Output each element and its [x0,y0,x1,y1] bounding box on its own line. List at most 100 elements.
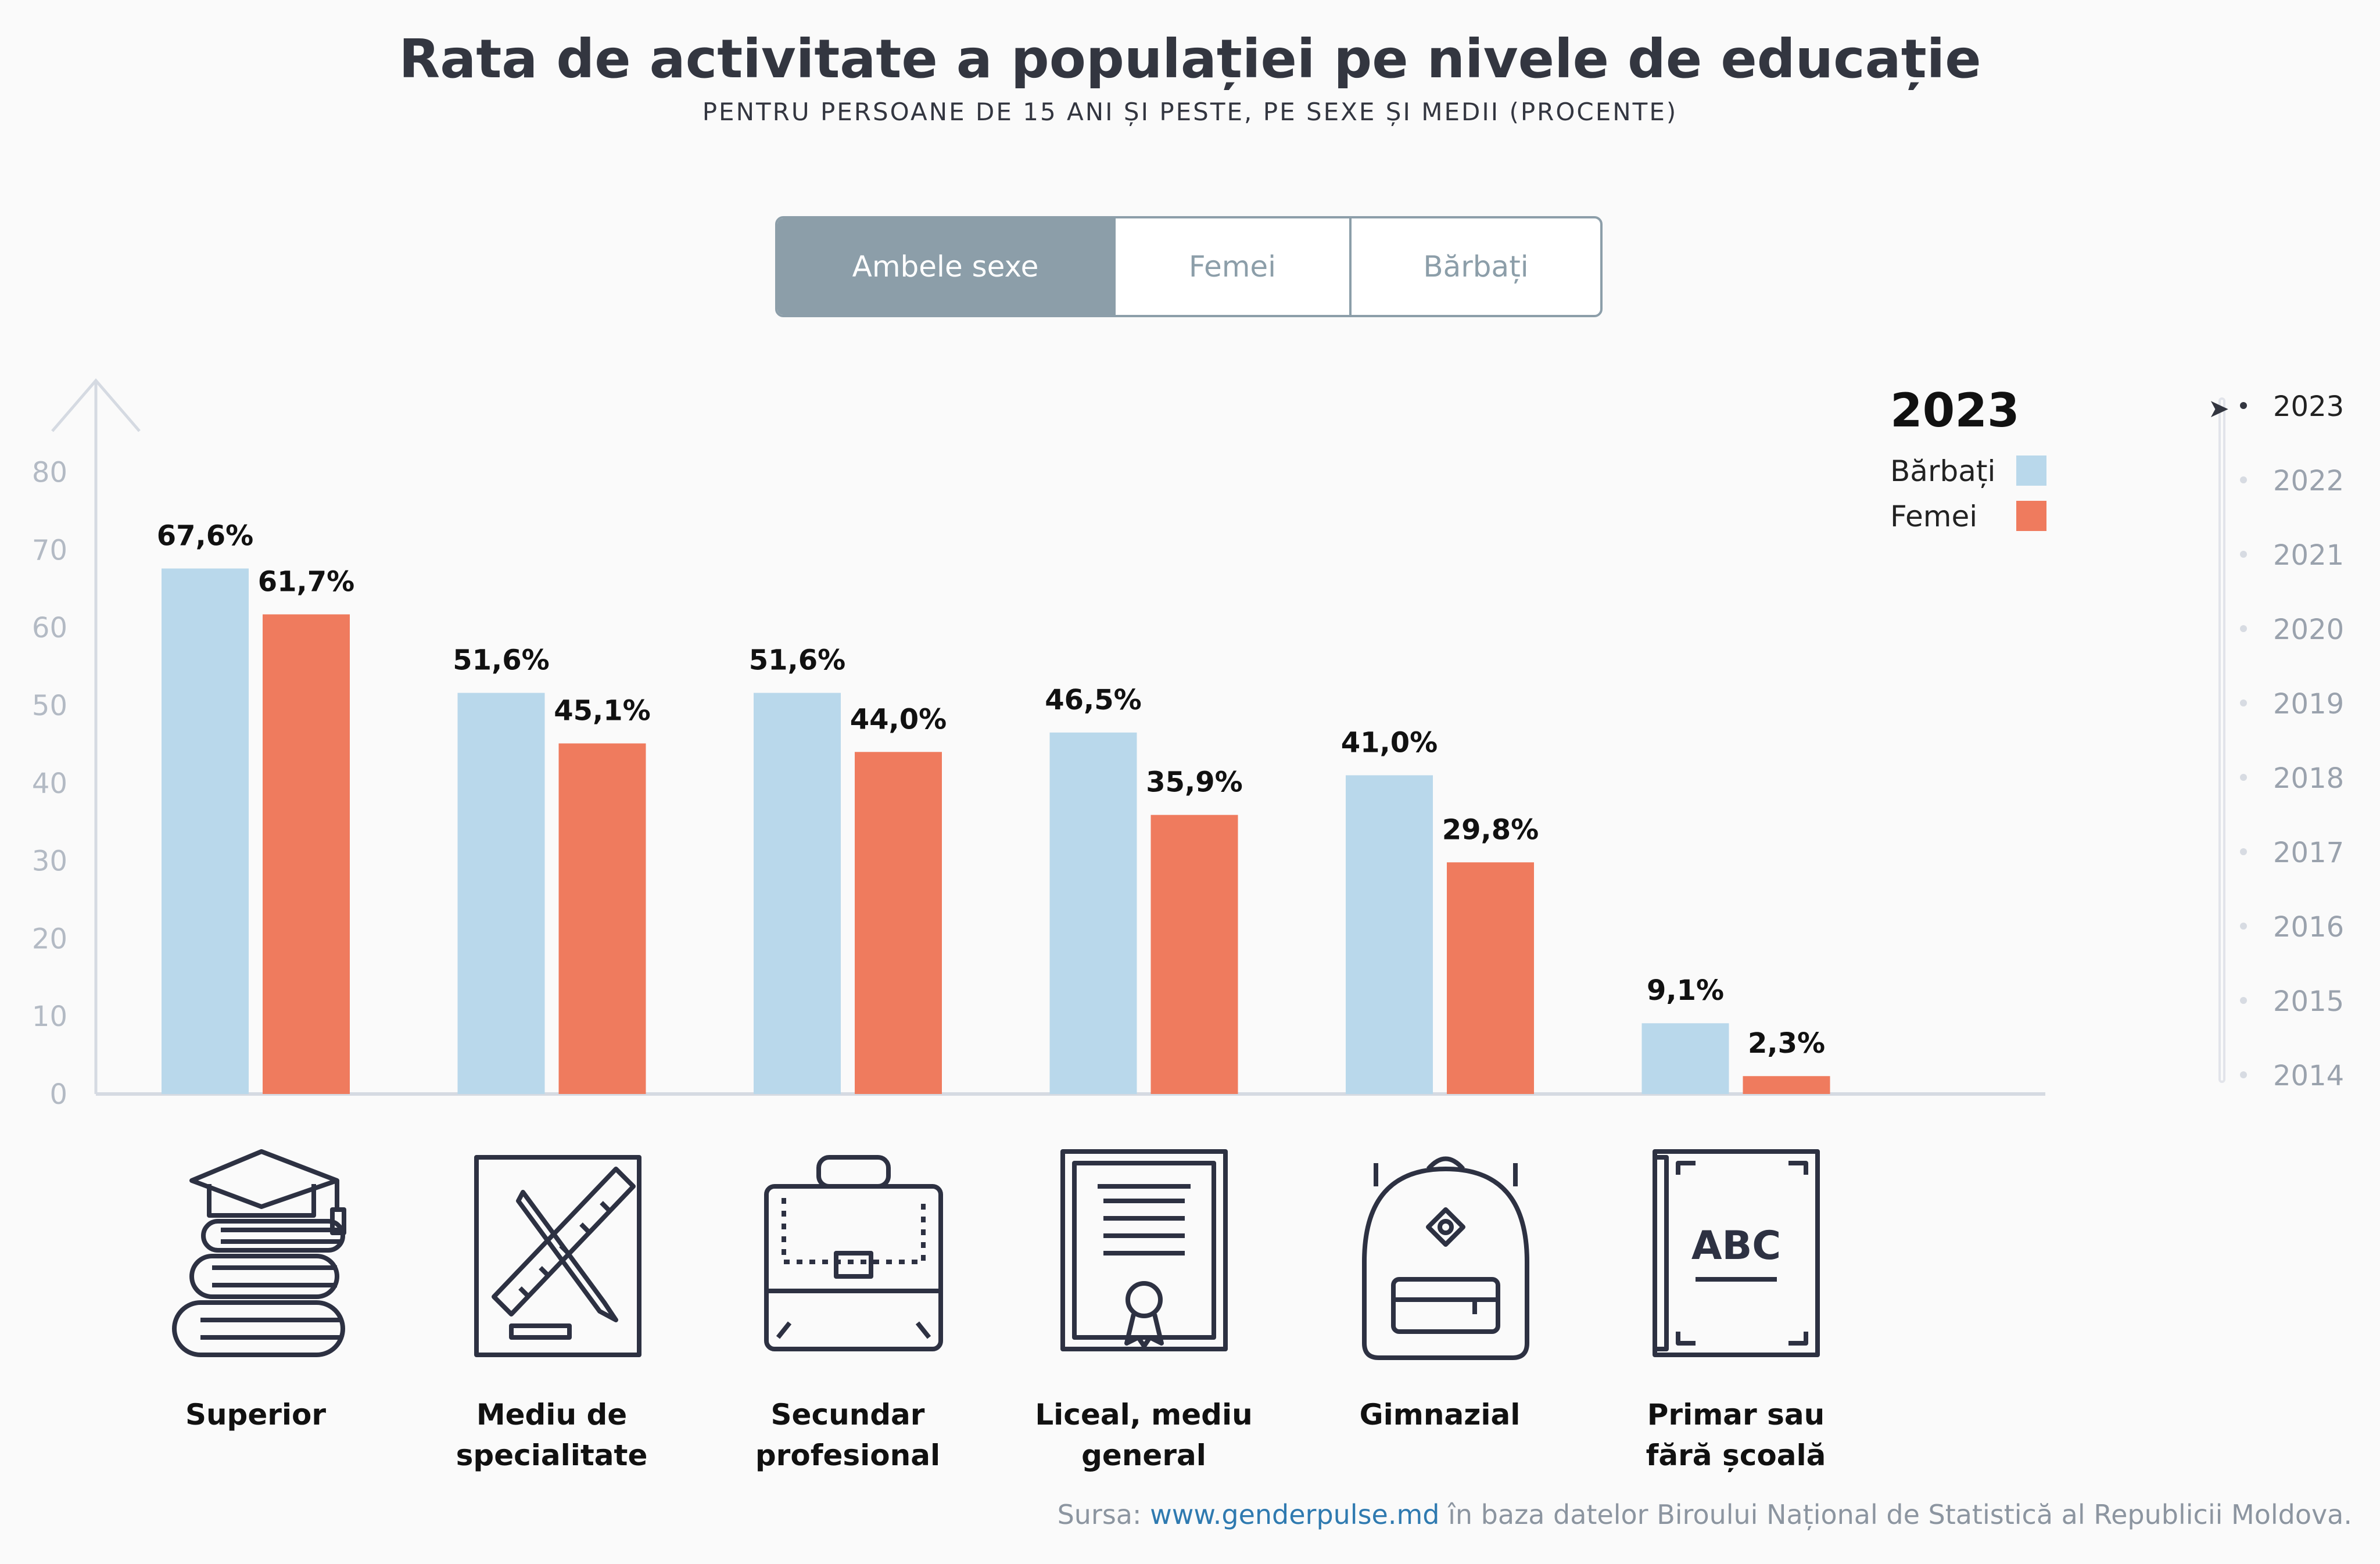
data-label: 61,7% [258,565,355,598]
category-label-line: Gimnazial [1359,1398,1521,1432]
data-label: 41,0% [1341,726,1438,759]
bar-barbati [162,568,249,1094]
chart-title: Rata de activitate a populației pe nivel… [399,28,1981,90]
backpack-icon [1353,1146,1539,1369]
category-label: Gimnazial [1324,1394,1556,1435]
timeline-dot [2240,848,2247,855]
category-label-line: specialitate [456,1439,648,1472]
category-label-line: Mediu de [476,1398,628,1432]
timeline-track [2218,397,2225,1083]
category-label: Liceal, mediu general [1028,1394,1260,1476]
category-label: Primar sau fără școală [1620,1394,1852,1476]
timeline-year-2014[interactable]: 2014 [2208,1057,2380,1092]
data-label: 51,6% [453,644,550,677]
source-note: Sursa: www.genderpulse.md în baza datelo… [1058,1499,2352,1530]
timeline-year-label: 2022 [2273,465,2345,497]
timeline-year-2018[interactable]: 2018 [2208,760,2380,795]
y-tick-label: 30 [32,845,67,878]
data-label: 45,1% [554,695,651,727]
timeline-year-2023[interactable]: 2023 ➤ [2208,388,2380,424]
bar-barbati [1346,775,1433,1094]
y-tick-label: 20 [32,923,67,955]
timeline-dot [2240,1071,2247,1078]
bar-chart: 0102030405060708067,6%61,7%51,6%45,1%51,… [32,378,2045,1111]
category-label: Secundar profesional [732,1394,964,1476]
bar-barbati [754,693,841,1094]
timeline-dot [2240,402,2247,409]
timeline-dot [2240,700,2247,706]
timeline-year-2020[interactable]: 2020 [2208,611,2380,646]
category-label: Mediu de specialitate [436,1394,668,1476]
timeline-dot [2240,625,2247,632]
source-link[interactable]: www.genderpulse.md [1150,1499,1440,1530]
y-tick-label: 80 [32,457,67,489]
bar-femei [263,614,350,1094]
timeline-year-label: 2019 [2273,688,2345,720]
timeline-year-label: 2014 [2273,1060,2345,1092]
timeline-year-2019[interactable]: 2019 [2208,686,2380,720]
timeline-year-2016[interactable]: 2016 [2208,909,2380,944]
bar-barbati [1049,732,1137,1094]
legend-year: 2023 [1890,383,2020,437]
category-label-line: profesional [755,1439,941,1472]
legend-label-barbati: Bărbați [1890,454,1996,488]
y-tick-label: 60 [32,612,67,644]
timeline-year-label: 2021 [2273,539,2345,572]
timeline-year-label: 2017 [2273,837,2345,869]
data-label: 67,6% [157,520,254,553]
timeline-year-label: 2023 [2273,390,2345,423]
bar-femei [855,752,942,1094]
bar-femei [1743,1076,1830,1094]
timeline-pointer-icon: ➤ [2208,394,2230,424]
data-label: 46,5% [1045,684,1142,716]
legend-swatch-femei [2016,501,2046,531]
category-label-line: fără școală [1646,1439,1826,1472]
tab-ambele-sexe[interactable]: Ambele sexe [777,218,1113,315]
bar-barbati [1641,1023,1729,1094]
diploma-icon [1057,1146,1243,1369]
timeline-dot [2240,997,2247,1004]
legend-swatch-barbati [2016,455,2046,486]
timeline-dot [2240,551,2247,558]
source-prefix: Sursa: [1057,1499,1150,1530]
y-tick-label: 10 [32,1000,67,1033]
data-label: 2,3% [1748,1027,1825,1060]
timeline-dot [2240,774,2247,781]
category-label-line: Primar sau [1647,1398,1825,1432]
briefcase-icon [761,1146,947,1369]
year-timeline: 2023 ➤ 2022 2021 2020 2019 2018 2017 2016 2015 201… [2208,383,2380,1098]
category-label: Superior [139,1394,372,1435]
y-tick-label: 0 [49,1078,67,1111]
timeline-year-label: 2020 [2273,614,2345,646]
y-tick-label: 70 [32,534,67,566]
bar-femei [558,743,646,1094]
data-label: 44,0% [850,703,947,736]
category-label-line: Secundar [770,1398,925,1432]
category-label-line: Superior [185,1398,327,1432]
data-label: 29,8% [1442,813,1539,846]
timeline-year-2021[interactable]: 2021 [2208,537,2380,572]
source-suffix: în baza datelor Biroului Național de Sta… [1439,1499,2352,1530]
tab-barbati[interactable]: Bărbați [1349,218,1600,315]
y-tick-label: 50 [32,690,67,722]
timeline-year-2015[interactable]: 2015 [2208,983,2380,1018]
category-label-line: Liceal, mediu [1035,1398,1253,1432]
data-label: 9,1% [1647,974,1724,1007]
data-label: 51,6% [749,644,846,677]
data-label: 35,9% [1146,766,1243,799]
graduation-books-icon [169,1146,354,1369]
chart-subtitle: PENTRU PERSOANE DE 15 ANI ȘI PESTE, PE S… [702,98,1678,126]
ruler-pencil-icon [465,1146,651,1369]
bar-femei [1447,862,1534,1094]
y-axis-arrowhead [51,378,141,432]
abc-book-icon: ABC [1649,1146,1835,1369]
timeline-year-label: 2018 [2273,762,2345,795]
sex-filter-tabs: Ambele sexe Femei Bărbați [775,216,1603,317]
timeline-year-2022[interactable]: 2022 [2208,462,2380,497]
timeline-year-label: 2016 [2273,911,2345,944]
bar-femei [1150,815,1238,1094]
timeline-year-2017[interactable]: 2017 [2208,834,2380,869]
timeline-dot [2240,476,2247,483]
bar-barbati [457,693,545,1094]
tab-femei[interactable]: Femei [1113,218,1349,315]
